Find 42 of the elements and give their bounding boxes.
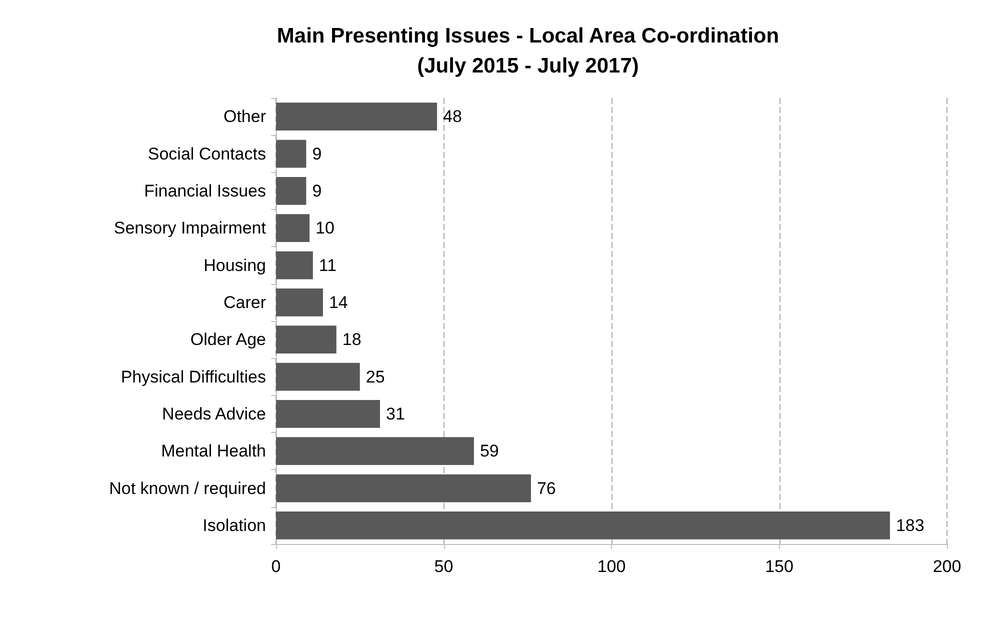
y-tick-label: Financial Issues [144, 181, 266, 200]
data-label: 59 [480, 442, 499, 461]
y-tick-label: Carer [223, 292, 266, 312]
data-label: 31 [386, 404, 405, 424]
data-label: 76 [536, 478, 556, 498]
x-tick-label: 150 [765, 557, 794, 576]
data-label: 10 [316, 218, 334, 238]
bar [276, 251, 313, 280]
y-tick-label: Needs Advice [162, 404, 266, 424]
data-label: 14 [328, 292, 348, 312]
x-tick-label: 200 [932, 557, 962, 576]
data-label: 11 [318, 256, 337, 275]
bar [276, 140, 306, 168]
data-label: 25 [366, 367, 385, 386]
data-label: 9 [312, 144, 322, 164]
bar [276, 511, 890, 540]
bar [276, 288, 323, 316]
data-label: 9 [312, 181, 322, 200]
bar [276, 176, 306, 205]
y-tick-label: Social Contacts [148, 144, 266, 164]
x-tick-label: 50 [434, 557, 454, 576]
bar [276, 214, 310, 242]
bar [276, 474, 531, 502]
bar [276, 102, 438, 131]
y-tick-label: Other [223, 107, 266, 126]
chart-title: Main Presenting Issues - Local Area Co-ordination (July 2015 - July 2017) [276, 24, 780, 78]
x-tick-label: 0 [271, 557, 281, 576]
y-tick-label: Sensory Impairment [114, 218, 266, 238]
y-tick-label: Not known / required [109, 478, 266, 498]
y-tick-label: Older Age [190, 330, 266, 350]
bar [276, 437, 474, 466]
data-label: 18 [342, 330, 362, 350]
y-tick-label: Housing [204, 256, 266, 275]
y-tick-label: Mental Health [161, 442, 266, 461]
y-tick-label: Isolation [202, 516, 266, 535]
bar [276, 400, 380, 428]
y-tick-label: Physical Difficulties [120, 367, 266, 386]
data-label: 183 [896, 516, 924, 535]
x-tick-label: 100 [597, 557, 626, 576]
data-label: 48 [443, 107, 462, 126]
bar [276, 362, 360, 391]
bar [276, 326, 336, 354]
